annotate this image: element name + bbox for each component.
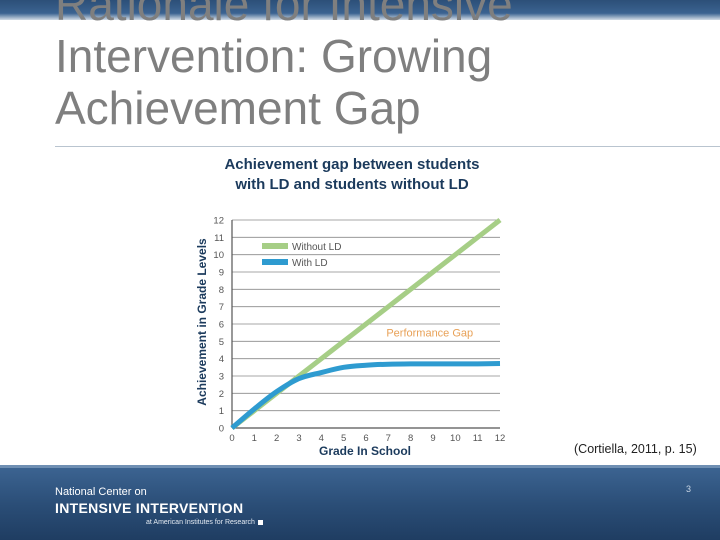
y-axis-label: Achievement in Grade Levels xyxy=(195,238,209,406)
chart-series xyxy=(230,218,502,430)
chart-title-line-2: with LD and students without LD xyxy=(234,176,468,193)
x-tick-label: 8 xyxy=(408,433,413,444)
legend-label-without-ld: Without LD xyxy=(292,242,341,253)
x-tick-label: 10 xyxy=(450,433,461,444)
y-tick-label: 9 xyxy=(219,268,224,279)
y-tick-label: 6 xyxy=(219,320,224,331)
x-tick-label: 12 xyxy=(495,433,506,444)
x-tick-label: 3 xyxy=(296,433,301,444)
x-tick-label: 2 xyxy=(274,433,279,444)
footer-top-line xyxy=(0,465,720,468)
top-edge-spacer xyxy=(0,20,720,24)
legend-swatch-with-ld xyxy=(262,259,288,265)
y-tick-label: 1 xyxy=(219,406,224,417)
slide-title-line-2: Intervention: Growing xyxy=(55,30,493,82)
y-tick-label: 8 xyxy=(219,285,224,296)
x-tick-label: 6 xyxy=(363,433,368,444)
y-tick-label: 5 xyxy=(219,337,224,348)
x-axis-label: Grade In School xyxy=(319,444,411,458)
series-line-with-ld xyxy=(230,361,501,430)
title-divider xyxy=(55,146,720,147)
y-tick-label: 10 xyxy=(213,250,224,261)
y-tick-label: 3 xyxy=(219,372,224,383)
performance-gap-annotation: Performance Gap xyxy=(386,328,473,340)
legend-label-with-ld: With LD xyxy=(292,258,328,269)
slide-title-line-1: Rationale for Intensive xyxy=(55,0,513,30)
achievement-gap-chart: Achievement gap between students with LD… xyxy=(195,156,505,458)
footer-bar xyxy=(0,465,720,540)
x-tick-label: 0 xyxy=(229,433,234,444)
x-tick-label: 7 xyxy=(386,433,391,444)
org-name-line-2: INTENSIVE INTERVENTION xyxy=(55,500,244,516)
page-number: 3 xyxy=(686,484,692,494)
y-tick-label: 11 xyxy=(214,233,224,244)
y-tick-label: 12 xyxy=(213,216,224,227)
legend-swatch-without-ld xyxy=(262,243,288,249)
slide-title: Rationale for Intensive Intervention: Gr… xyxy=(55,0,715,134)
chart-title-line-1: Achievement gap between students xyxy=(224,156,479,173)
org-name-line-1: National Center on xyxy=(55,486,147,498)
x-tick-label: 11 xyxy=(473,433,483,444)
top-edge-band xyxy=(0,0,720,22)
slide-title-line-3: Achievement Gap xyxy=(55,82,421,134)
chart-legend: Without LD With LD xyxy=(262,242,341,269)
y-tick-label: 7 xyxy=(219,302,224,313)
org-square-icon xyxy=(257,519,263,525)
y-tick-label: 0 xyxy=(219,424,224,435)
y-tick-label: 2 xyxy=(219,389,224,400)
x-tick-label: 5 xyxy=(341,433,346,444)
citation: (Cortiella, 2011, p. 15) xyxy=(574,442,697,456)
org-affiliation-text: at American Institutes for Research xyxy=(146,519,255,526)
x-tick-label: 9 xyxy=(430,433,435,444)
org-affiliation: at American Institutes for Research xyxy=(146,519,263,526)
x-tick-label: 1 xyxy=(252,433,257,444)
y-tick-label: 4 xyxy=(219,354,224,365)
x-tick-label: 4 xyxy=(319,433,324,444)
